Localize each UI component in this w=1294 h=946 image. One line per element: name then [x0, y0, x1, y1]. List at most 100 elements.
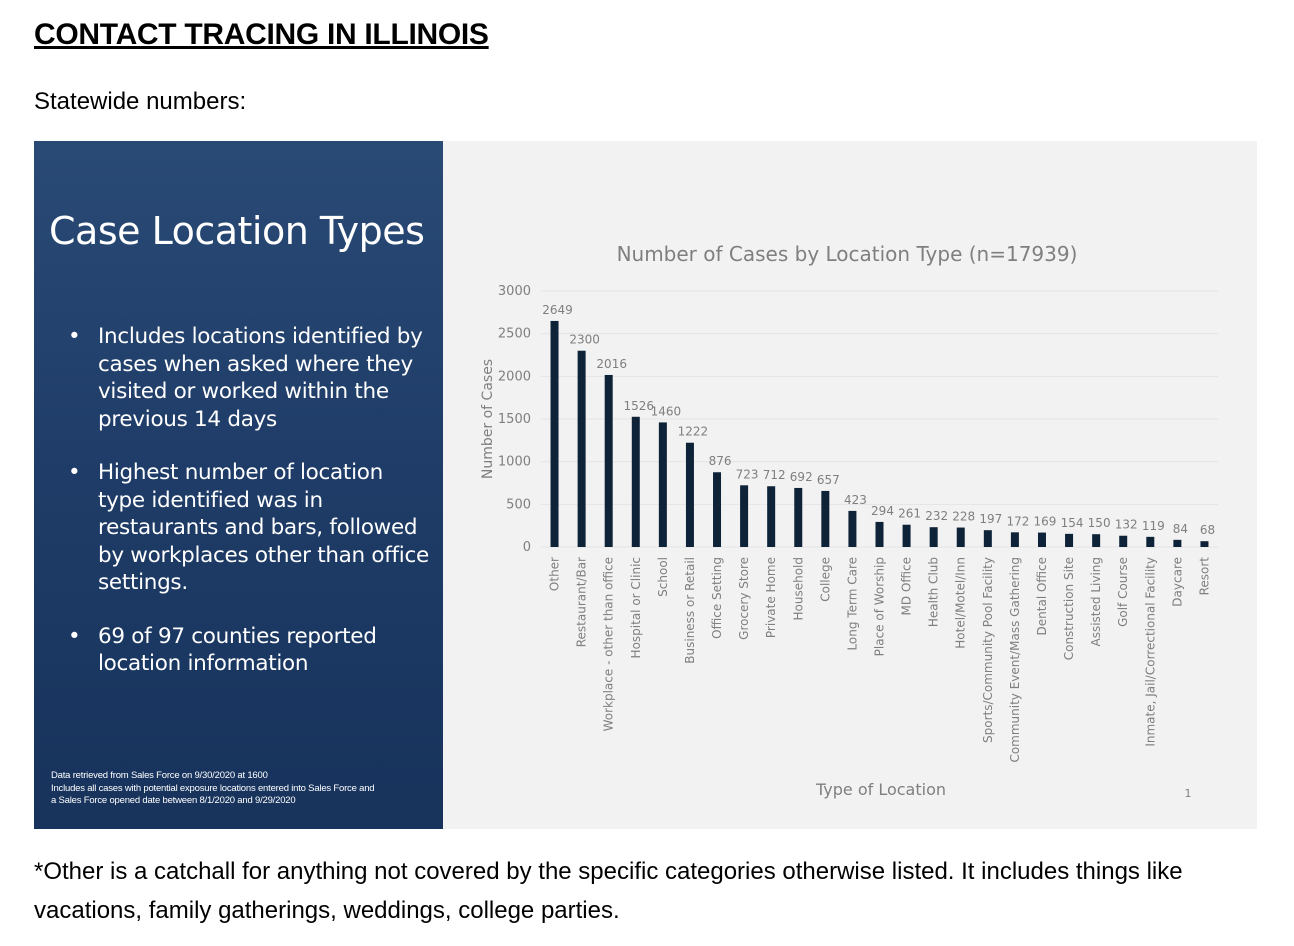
source-line: Data retrieved from Sales Force on 9/30/…: [51, 770, 268, 781]
data-label: 154: [1061, 516, 1084, 530]
x-tick-label: MD Office: [900, 557, 914, 615]
other-category-footnote: *Other is a catchall for anything not co…: [34, 858, 1183, 924]
x-tick-label: Hotel/Motel/Inn: [954, 557, 968, 649]
bar-hotel-motel-inn: [956, 527, 965, 547]
page-number: 1: [1185, 787, 1192, 800]
bar-community-event-mass-gathering: [1010, 532, 1019, 547]
bullet-text: 69 of 97 counties reported location info…: [98, 623, 377, 677]
data-label: 68: [1200, 523, 1215, 537]
x-tick-label: Business or Retail: [683, 557, 697, 664]
y-axis-label: Number of Cases: [480, 359, 496, 479]
x-tick-label: Restaurant/Bar: [575, 557, 589, 647]
data-label: 692: [790, 470, 813, 484]
bar-business-or-retail: [685, 442, 694, 547]
x-tick-label: Household: [791, 557, 805, 621]
y-tick-label: 0: [523, 540, 531, 555]
bar-golf-course: [1119, 535, 1128, 547]
data-label: 228: [952, 510, 975, 524]
data-label: 1460: [651, 404, 682, 418]
bar-grocery-store: [740, 485, 749, 547]
data-label: 2016: [596, 357, 627, 371]
x-tick-label: Dental Office: [1035, 557, 1049, 635]
bar-inmate-jail-correctional-facility: [1146, 536, 1155, 547]
source-line: a Sales Force opened date between 8/1/20…: [51, 795, 296, 806]
data-label: 423: [844, 493, 867, 507]
data-label: 876: [709, 454, 732, 468]
x-tick-label: Place of Worship: [873, 557, 887, 656]
data-label: 1526: [624, 399, 655, 413]
data-label: 232: [925, 509, 948, 523]
data-label: 2300: [569, 333, 600, 347]
slide-left-panel: Case Location Types • Includes locations …: [34, 141, 443, 829]
data-label: 1222: [678, 425, 709, 439]
bar-other: [550, 320, 559, 547]
document-title: CONTACT TRACING IN ILLINOIS: [34, 18, 489, 51]
x-tick-label: Resort: [1197, 557, 1211, 596]
bar-restaurant-bar: [577, 350, 586, 547]
source-line: Includes all cases with potential exposu…: [51, 782, 375, 794]
x-tick-label: Grocery Store: [737, 557, 751, 640]
data-label: 197: [979, 512, 1002, 526]
chart-title: Number of Cases by Location Type (n=1793…: [617, 242, 1078, 266]
y-tick-label: 1000: [498, 455, 531, 470]
x-tick-label: Assisted Living: [1089, 557, 1103, 647]
y-tick-label: 2000: [498, 369, 531, 384]
bullet-text: Highest number of location type identifi…: [98, 460, 429, 595]
data-label: 172: [1006, 514, 1029, 528]
bar-health-club: [929, 527, 938, 547]
bar-workplace-other-than-office: [604, 374, 613, 547]
x-tick-label: Health Club: [927, 557, 941, 627]
bar-school: [658, 422, 667, 547]
x-tick-label: Workplace - other than office: [602, 557, 616, 731]
data-source-note: Data retrieved from Sales Force on 9/30/…: [51, 770, 375, 808]
y-tick-label: 3000: [498, 284, 531, 299]
bar-office-setting: [713, 472, 722, 547]
bullet-item: • 69 of 97 counties reported location inf…: [64, 623, 434, 678]
slide-heading: Case Location Types: [49, 209, 425, 253]
x-axis-label: Type of Location: [815, 780, 946, 799]
bullet-item: • Highest number of location type identif…: [64, 459, 434, 597]
bullet-text: Includes locations identified by cases w…: [98, 324, 423, 432]
x-tick-label: Community Event/Mass Gathering: [1008, 557, 1022, 763]
bar-resort: [1200, 541, 1209, 547]
bullet-dot-icon: •: [68, 324, 81, 349]
document-subtitle: Statewide numbers:: [34, 88, 247, 115]
data-label: 712: [763, 468, 786, 482]
bar-sports-community-pool-facility: [983, 530, 992, 547]
bar-md-office: [902, 524, 911, 547]
bar-dental-office: [1037, 532, 1046, 547]
bullet-item: • Includes locations identified by cases …: [64, 323, 434, 433]
data-label: 132: [1115, 518, 1138, 532]
bar-daycare: [1173, 539, 1182, 547]
bar-college: [821, 490, 830, 547]
bar-hospital-or-clinic: [631, 416, 640, 547]
bar-long-term-care: [848, 510, 857, 547]
data-label: 119: [1142, 519, 1165, 533]
bar-chart: 0 500 1000 1500 2000 2500 3000 Number of Cases …: [480, 242, 1218, 800]
x-tick-label: Private Home: [764, 557, 778, 638]
x-tick-label: Inmate, Jail/Correctional Facility: [1143, 557, 1157, 747]
x-tick-label: Sports/Community Pool Facility: [981, 557, 995, 743]
y-tick-label: 500: [506, 497, 531, 512]
x-tick-label: Construction Site: [1062, 557, 1076, 660]
bullet-dot-icon: •: [68, 623, 81, 649]
y-tick-label: 1500: [498, 412, 531, 427]
bar-private-home: [767, 486, 776, 547]
slide: Case Location Types • Includes locations …: [34, 141, 1257, 829]
x-tick-label: Hospital or Clinic: [629, 557, 643, 658]
bar-assisted-living: [1092, 534, 1101, 547]
data-label: 84: [1173, 522, 1188, 536]
x-tick-label: Office Setting: [710, 557, 724, 639]
x-tick-label: College: [818, 557, 832, 602]
data-label: 294: [871, 504, 894, 518]
x-tick-label: Daycare: [1170, 557, 1184, 607]
data-label: 723: [736, 467, 759, 481]
bar-place-of-worship: [875, 521, 884, 547]
data-label: 657: [817, 473, 840, 487]
data-label: 2649: [542, 303, 573, 317]
bar-construction-site: [1065, 533, 1074, 547]
bullet-list: • Includes locations identified by cases …: [64, 323, 434, 704]
x-tick-label: Golf Course: [1116, 557, 1130, 627]
data-label: 261: [898, 507, 921, 521]
y-tick-label: 2500: [498, 327, 531, 342]
